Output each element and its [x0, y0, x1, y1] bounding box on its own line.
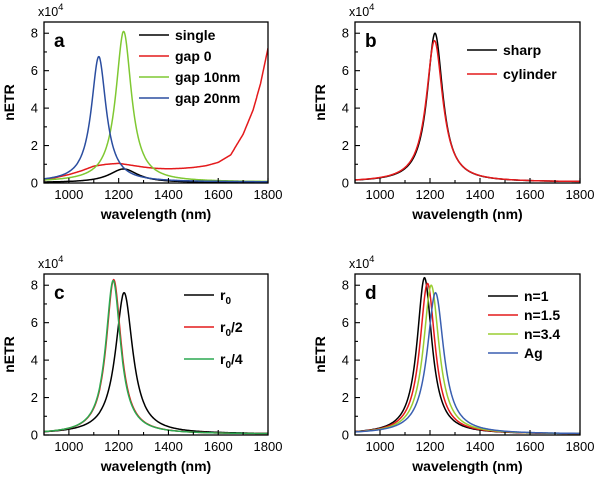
x-axis-label: wavelength (nm)	[100, 206, 211, 222]
legend: r0 r0/2 r0/4	[184, 287, 243, 371]
series-line-d-1	[355, 282, 580, 435]
x-tick-label: 1400	[466, 439, 495, 454]
y-tick-label: 0	[342, 428, 349, 443]
y-scale-label: x104	[38, 2, 63, 19]
y-tick-label: 4	[31, 101, 38, 116]
legend-label: Ag	[524, 345, 543, 361]
x-tick-label: 1200	[416, 187, 445, 202]
y-tick-label: 8	[31, 278, 38, 293]
legend-label: gap 0	[175, 48, 212, 64]
y-tick-label: 0	[31, 428, 38, 443]
x-tick-label: 1400	[154, 439, 183, 454]
legend-label: r0/4	[220, 351, 243, 371]
x-tick-label: 1400	[466, 187, 495, 202]
x-axis-label: wavelength (nm)	[100, 458, 211, 474]
legend: single gap 0 gap 10nm gap 20nm	[139, 27, 240, 106]
x-tick-label: 1200	[416, 439, 445, 454]
y-tick-label: 4	[342, 101, 349, 116]
legend-label: r0/2	[220, 319, 243, 339]
y-axis-label: nETR	[1, 84, 17, 121]
panel-letter: c	[54, 283, 65, 304]
x-tick-label: 1600	[516, 439, 545, 454]
x-tick-label: 1400	[154, 187, 183, 202]
panel-letter: a	[54, 31, 65, 52]
x-tick-label: 1000	[54, 187, 83, 202]
y-tick-label: 8	[342, 278, 349, 293]
y-tick-label: 2	[31, 138, 38, 153]
y-scale-label: x104	[38, 254, 63, 271]
y-axis-label: nETR	[312, 84, 328, 121]
x-tick-label: 1800	[254, 187, 283, 202]
x-axis-label: wavelength (nm)	[411, 206, 522, 222]
x-tick-label: 1000	[366, 187, 395, 202]
y-tick-label: 4	[342, 353, 349, 368]
series-line-a-2	[44, 30, 268, 183]
y-tick-label: 0	[31, 176, 38, 191]
legend: n=1 n=1.5 n=3.4 Ag	[488, 288, 560, 361]
series-line-a-3	[44, 55, 268, 183]
y-scale-label: x104	[349, 254, 374, 271]
y-tick-label: 6	[342, 315, 349, 330]
legend-label: n=3.4	[524, 326, 560, 342]
legend-label: r0	[220, 287, 231, 307]
y-tick-label: 4	[31, 353, 38, 368]
plot-frame	[354, 21, 581, 184]
x-tick-label: 1600	[516, 187, 545, 202]
x-axis-label: wavelength (nm)	[411, 458, 522, 474]
series-line-a-1	[44, 48, 268, 181]
legend-label: n=1.5	[524, 307, 560, 323]
y-scale-label: x104	[349, 2, 374, 19]
legend-label: single	[175, 27, 216, 43]
y-axis-label: nETR	[312, 336, 328, 373]
y-tick-label: 2	[342, 138, 349, 153]
plot-frame	[43, 273, 269, 436]
x-tick-label: 1600	[204, 439, 233, 454]
x-tick-label: 1200	[104, 439, 133, 454]
x-tick-label: 1600	[204, 187, 233, 202]
legend-label: cylinder	[503, 66, 557, 82]
x-tick-label: 1800	[254, 439, 283, 454]
x-tick-label: 1800	[566, 439, 595, 454]
y-tick-label: 2	[342, 390, 349, 405]
y-tick-label: 2	[31, 390, 38, 405]
x-tick-label: 1000	[54, 439, 83, 454]
y-tick-label: 8	[342, 26, 349, 41]
panel-letter: b	[365, 31, 377, 52]
plot-frame	[43, 21, 269, 184]
legend-label: gap 10nm	[175, 69, 240, 85]
legend-label: gap 20nm	[175, 90, 240, 106]
y-axis-label: nETR	[1, 336, 17, 373]
y-tick-label: 0	[342, 176, 349, 191]
y-tick-label: 6	[31, 63, 38, 78]
y-tick-label: 6	[342, 63, 349, 78]
y-tick-label: 8	[31, 26, 38, 41]
legend-label: n=1	[524, 288, 549, 304]
plot-frame	[354, 273, 581, 436]
x-tick-label: 1800	[566, 187, 595, 202]
legend-label: sharp	[503, 42, 541, 58]
series-line-c-2	[44, 279, 268, 435]
x-tick-label: 1200	[104, 187, 133, 202]
legend: sharp cylinder	[467, 42, 557, 82]
series-line-b-0	[355, 32, 580, 183]
x-tick-label: 1000	[366, 439, 395, 454]
series-line-b-1	[355, 39, 580, 183]
panel-letter: d	[365, 283, 377, 304]
series-line-d-3	[355, 291, 580, 435]
y-tick-label: 6	[31, 315, 38, 330]
